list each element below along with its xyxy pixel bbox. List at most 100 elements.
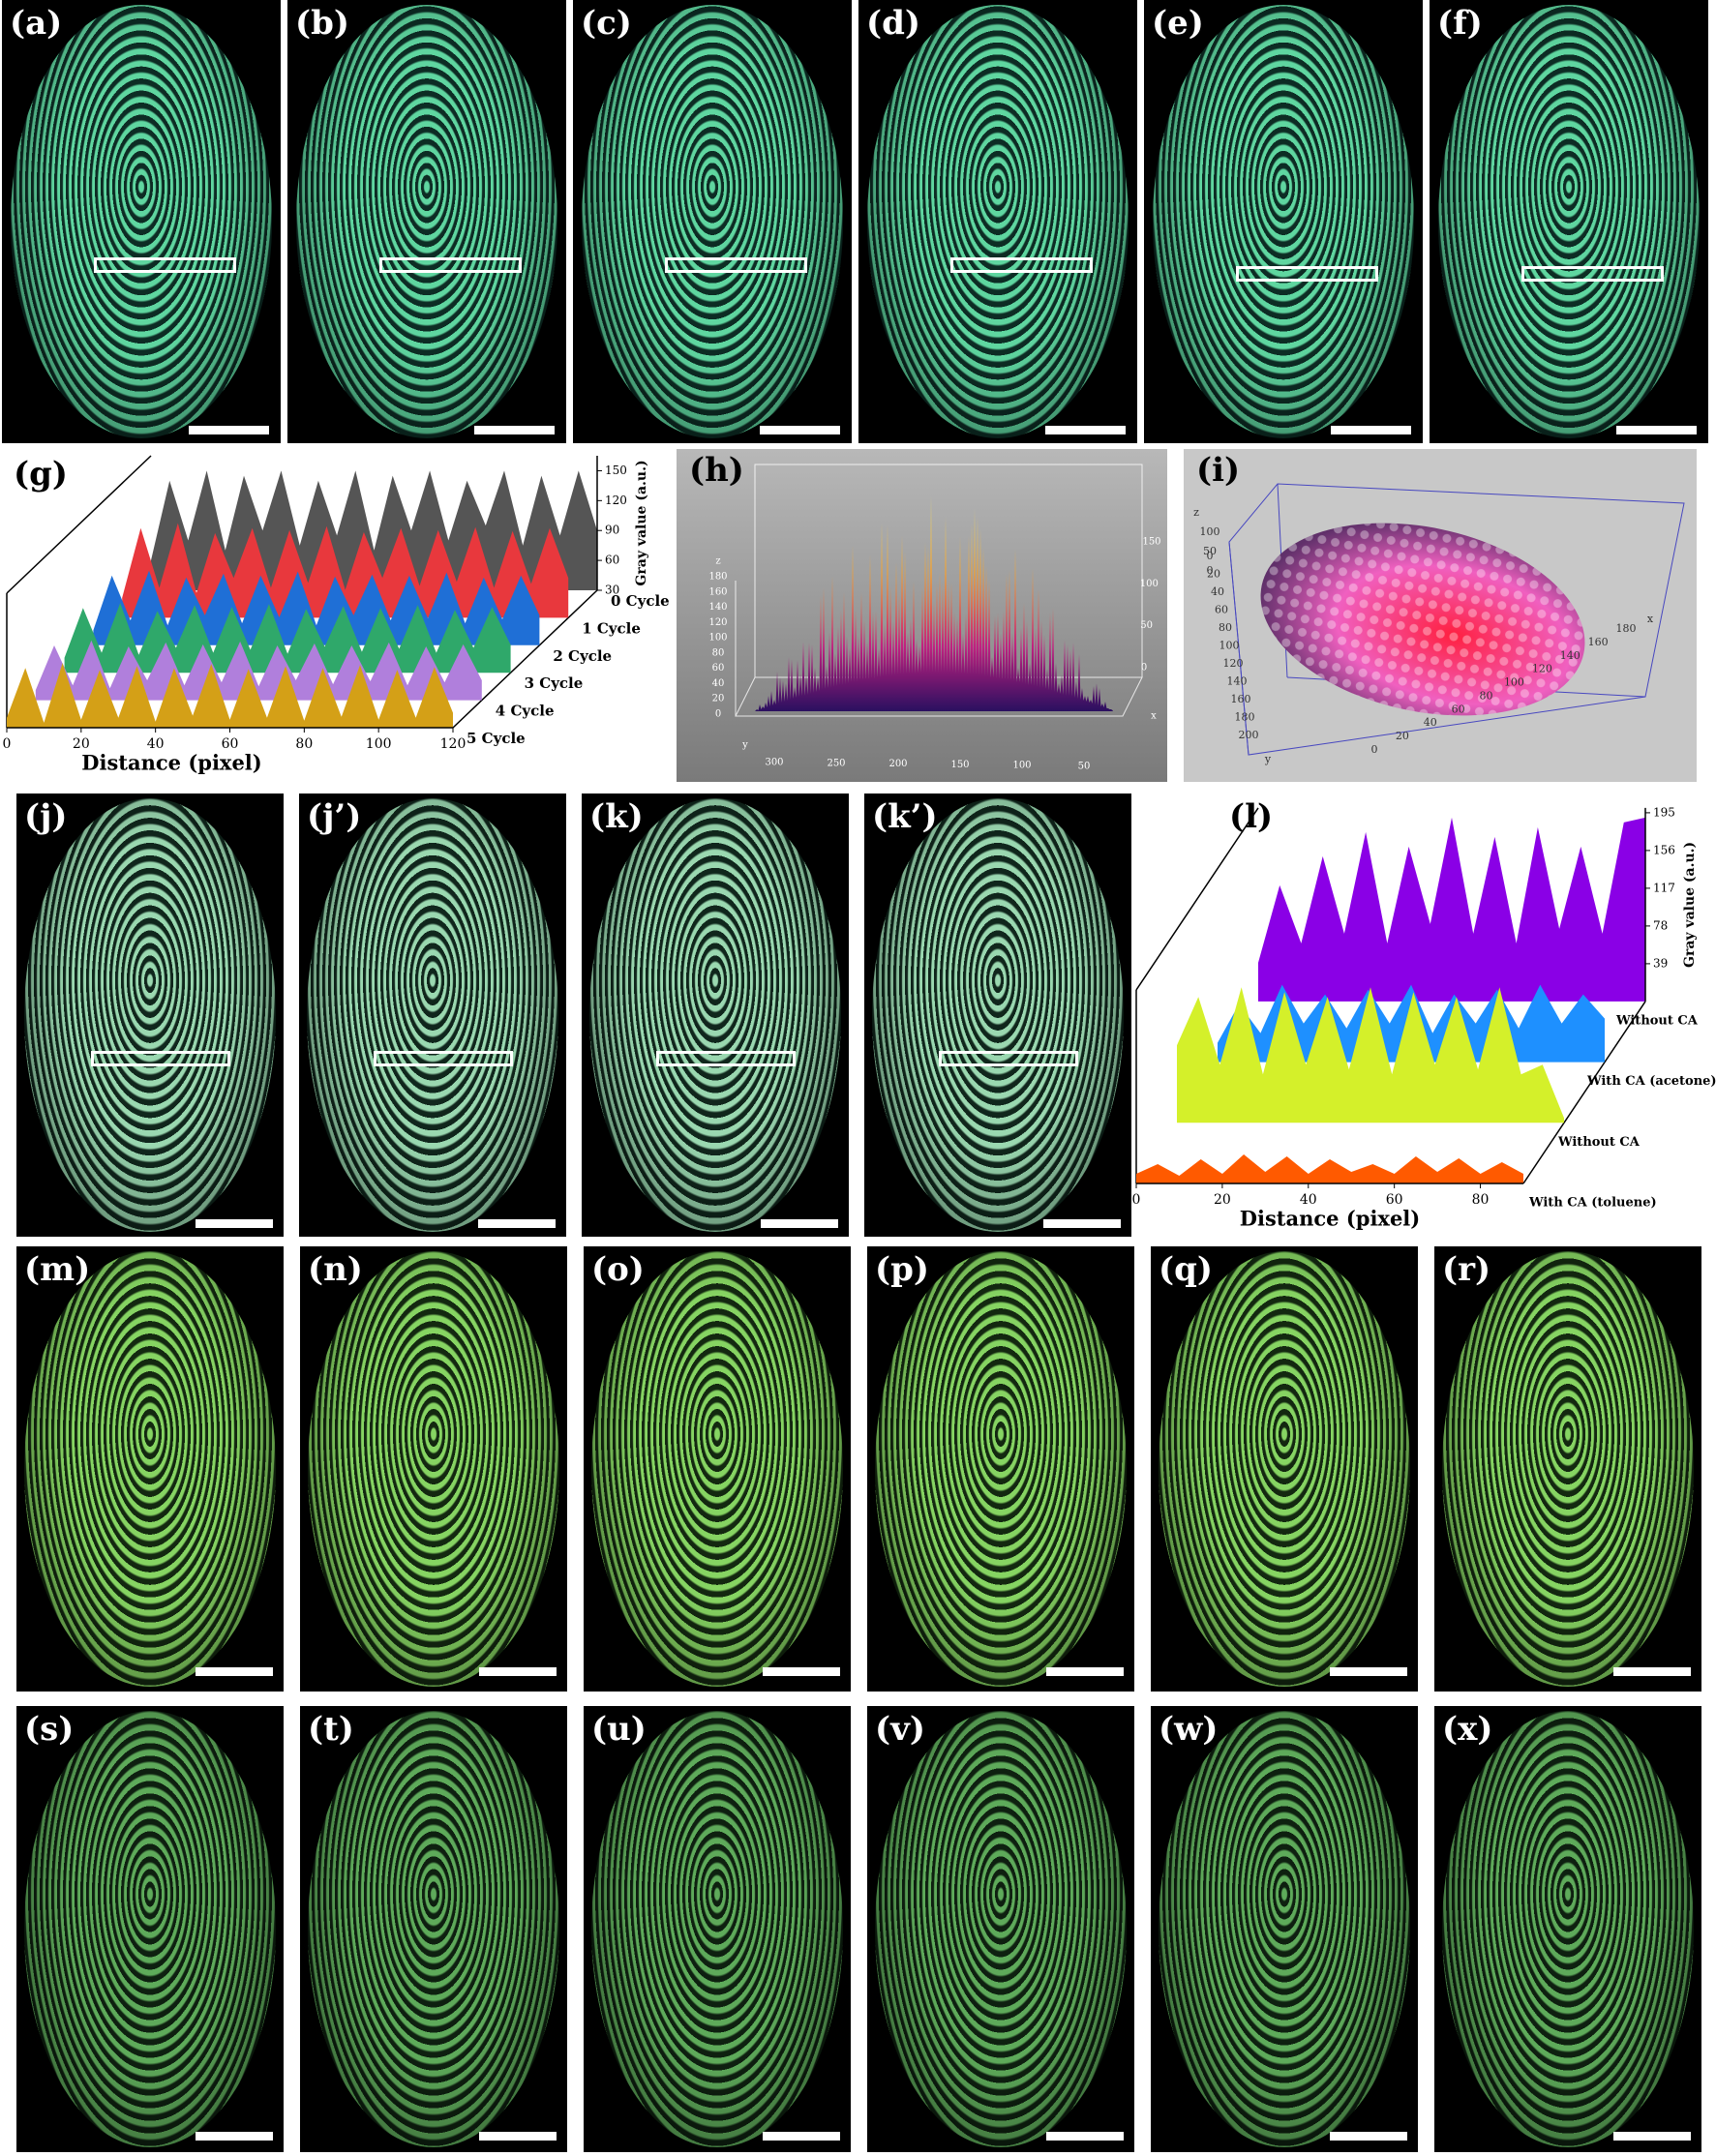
axis-name: y: [1264, 753, 1272, 765]
surface-tick-label: 120: [1223, 657, 1244, 670]
highlight-box: [1521, 265, 1664, 282]
surface-tick-label: 100: [1504, 676, 1524, 689]
panel-label: (a): [10, 4, 63, 43]
x-tick-label: 20: [1214, 1192, 1231, 1208]
fingerprint: [307, 797, 558, 1233]
panel-label: (t): [308, 1710, 354, 1749]
surface-tick-label: 100: [708, 633, 727, 644]
highlight-box: [950, 256, 1093, 273]
surface-tick-label: 140: [1560, 649, 1581, 662]
surface-tick-label: 150: [1142, 537, 1160, 548]
panel-label: (w): [1159, 1710, 1219, 1749]
x-tick-label: 60: [1386, 1192, 1403, 1208]
ridge-area: [93, 570, 540, 645]
surface-tick-label: 250: [827, 758, 845, 768]
panel-label: (q): [1159, 1250, 1213, 1289]
surface-blob: [1260, 523, 1585, 716]
scale-bar: [478, 1666, 557, 1676]
axis-name: x: [1151, 711, 1157, 722]
panel-label: (j’): [307, 797, 362, 836]
x-tick-label: 0: [1132, 1192, 1141, 1208]
x-tick-label: 40: [1300, 1192, 1317, 1208]
x-axis-title: Distance (pixel): [1240, 1207, 1420, 1231]
scale-bar: [195, 1218, 273, 1228]
scale-bar: [1045, 2132, 1124, 2141]
scale-bar: [188, 425, 270, 434]
y-tick-label: 60: [605, 554, 619, 567]
surface-tick-label: 160: [1588, 636, 1609, 648]
scale-bar: [760, 1218, 838, 1228]
series-label: 4 Cycle: [496, 703, 555, 720]
fingerprint-photo: (s): [16, 1706, 284, 2152]
scale-bar: [1045, 1666, 1124, 1676]
surface-tick-label: 40: [1424, 716, 1437, 729]
surface-tick-label: 180: [708, 572, 727, 583]
highlight-box: [374, 1050, 513, 1066]
series-label: 2 Cycle: [553, 647, 612, 665]
surface-tick-label: 100: [1012, 761, 1031, 771]
y-axis-title: Gray value (a.u.): [634, 460, 649, 585]
surface-tick-label: 140: [1227, 675, 1248, 688]
surface-tick-label: 120: [708, 617, 727, 628]
scale-bar: [1615, 425, 1698, 434]
panel-label: (d): [866, 4, 920, 43]
scale-bar: [473, 425, 556, 434]
fingerprint-photo: (o): [584, 1246, 851, 1692]
fingerprint-photo: (e): [1144, 0, 1423, 443]
panel-label: (r): [1442, 1250, 1491, 1289]
scale-bar: [1044, 425, 1127, 434]
ridge-area: [35, 640, 482, 701]
series-label: With CA (toluene): [1528, 1196, 1657, 1211]
ridge-area: [151, 470, 597, 590]
surface-tick-label: 0: [1371, 743, 1378, 756]
scale-bar: [195, 1666, 273, 1676]
fingerprint: [589, 797, 841, 1233]
series-label: 1 Cycle: [582, 619, 641, 637]
ridge-area: [64, 603, 511, 674]
surface-tick-label: 200: [888, 759, 907, 769]
fingerprint: [24, 1250, 276, 1688]
series-label: 5 Cycle: [467, 730, 526, 747]
fingerprint: [875, 1710, 1127, 2148]
fingerprint-photo: (m): [16, 1246, 284, 1692]
fingerprint: [591, 1710, 843, 2148]
ridge-area: [122, 523, 569, 618]
ridge-area: [1136, 1154, 1523, 1183]
fingerprint-photo: (d): [858, 0, 1137, 443]
x-tick-label: 20: [73, 736, 90, 752]
fingerprint: [581, 4, 844, 439]
highlight-box: [1236, 265, 1378, 282]
fingerprint-photo: (c): [573, 0, 852, 443]
surface-tick-label: 160: [708, 586, 727, 597]
fingerprint-photo: (n): [300, 1246, 567, 1692]
surface-tick-label: 60: [1452, 703, 1465, 715]
frame-line: [1135, 807, 1259, 991]
surface-tick-label: 80: [1480, 689, 1493, 702]
y-tick-label: 78: [1653, 918, 1668, 932]
scale-bar: [1329, 1666, 1407, 1676]
y-tick-label: 117: [1653, 881, 1675, 894]
fingerprint-photo: (j): [16, 794, 284, 1237]
y-tick-label: 30: [605, 584, 619, 597]
panel-label: (b): [295, 4, 349, 43]
x-tick-label: 0: [3, 736, 12, 752]
y-tick-label: 150: [605, 464, 627, 477]
surface-tick-label: 200: [1239, 729, 1259, 741]
x-tick-label: 100: [366, 736, 392, 752]
scale-bar: [1330, 425, 1412, 434]
panel-label: (k): [589, 797, 644, 836]
panel-label: (u): [591, 1710, 647, 1749]
panel-label: (i): [1196, 451, 1240, 490]
wireframe: [735, 464, 1143, 717]
scale-bar: [478, 2132, 557, 2141]
panel-label: (j): [24, 797, 68, 836]
scale-bar: [1612, 2132, 1691, 2141]
fingerprint: [1437, 4, 1701, 439]
scale-bar: [195, 2132, 273, 2141]
surface-tick-label: 40: [1211, 585, 1224, 598]
highlight-box: [939, 1050, 1078, 1066]
fingerprint-photo: (t): [300, 1706, 567, 2152]
surface-tick-label: 140: [708, 602, 727, 613]
surface-tick-label: 50: [1203, 545, 1217, 557]
